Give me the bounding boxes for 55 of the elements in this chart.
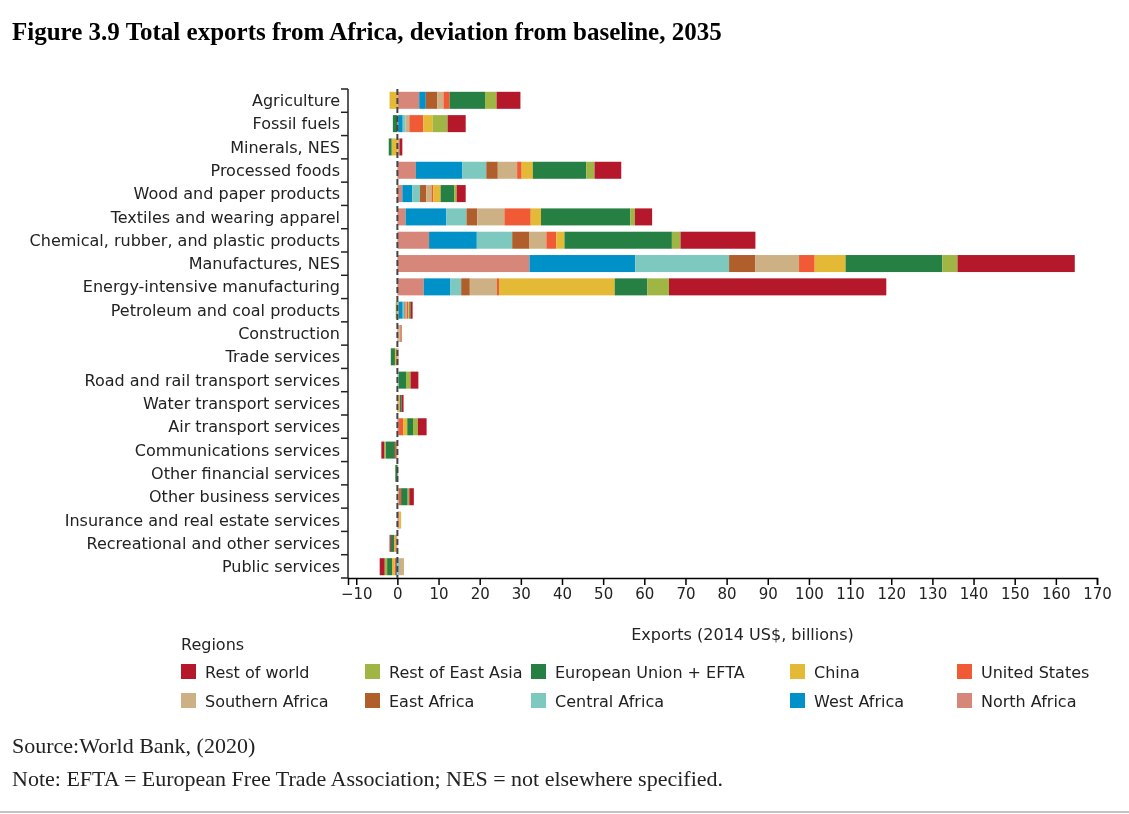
y-tick-label: Agriculture <box>252 90 340 110</box>
y-tick-label: Water transport services <box>142 394 340 414</box>
legend-label: Central Africa <box>555 691 664 711</box>
source-note: Source:World Bank, (2020) <box>12 733 256 758</box>
legend-label: Southern Africa <box>205 691 329 711</box>
x-tick-label: 30 <box>511 584 531 603</box>
y-tick-label: Trade services <box>224 347 340 367</box>
x-tick-label: 120 <box>877 584 907 603</box>
x-tick-label: 160 <box>1042 584 1071 603</box>
y-tick-label: Processed foods <box>210 160 340 180</box>
legend-label: East Africa <box>389 691 475 711</box>
legend-title: Regions <box>181 634 245 654</box>
y-tick-label: Energy-intensive manufacturing <box>82 277 340 297</box>
legend-label: China <box>814 662 860 682</box>
y-tick-label: Wood and paper products <box>133 184 340 204</box>
y-tick-label: Construction <box>238 324 340 344</box>
y-tick-label: Petroleum and coal products <box>110 300 340 320</box>
legend-label: North Africa <box>981 691 1077 711</box>
x-tick-label: 80 <box>717 584 737 603</box>
x-tick-label: −10 <box>340 584 373 603</box>
y-tick-label: Fossil fuels <box>252 114 340 134</box>
y-tick-label: Manufactures, NES <box>188 254 340 274</box>
x-axis-title: Exports (2014 US$, billions) <box>631 625 854 644</box>
legend-label: Rest of world <box>205 662 310 682</box>
x-tick-label: 50 <box>594 584 614 603</box>
x-tick-label: 130 <box>918 584 948 603</box>
x-tick-label: 170 <box>1083 584 1112 603</box>
x-tick-label: 150 <box>1000 584 1030 603</box>
legend-label: Rest of East Asia <box>389 662 523 682</box>
x-tick-label: 100 <box>795 584 824 603</box>
chart-title: Figure 3.9 Total exports from Africa, deviation from baseline, 2035 <box>12 18 722 45</box>
x-tick-label: 110 <box>836 584 865 603</box>
y-tick-label: Chemical, rubber, and plastic products <box>29 230 340 250</box>
x-tick-label: 40 <box>552 584 573 603</box>
x-tick-label: 20 <box>470 584 490 603</box>
text: Note: EFTA = European Free Trade Association; NES = not elsewhere specified. <box>12 766 724 791</box>
legend-label: European Union + EFTA <box>555 662 745 682</box>
y-tick-label: Air transport services <box>168 417 340 437</box>
legend-label: United States <box>981 662 1090 682</box>
legend-label: West Africa <box>814 691 905 711</box>
y-tick-label: Road and rail transport services <box>84 370 340 390</box>
x-tick-label: 70 <box>676 584 696 603</box>
y-tick-label: Other business services <box>149 487 340 507</box>
y-tick-label: Recreational and other services <box>86 533 340 553</box>
y-tick-label: Minerals, NES <box>230 137 340 157</box>
x-tick-label: 10 <box>429 584 449 603</box>
x-tick-label: 60 <box>635 584 655 603</box>
y-tick-label: Public services <box>221 557 340 577</box>
y-tick-label: Textiles and wearing apparel <box>109 207 340 227</box>
x-tick-label: 0 <box>393 584 403 603</box>
y-tick-label: Other financial services <box>151 464 340 484</box>
y-tick-label: Communications services <box>134 440 340 460</box>
y-tick-label: Insurance and real estate services <box>64 510 340 530</box>
x-tick-label: 140 <box>959 584 989 603</box>
x-tick-label: 90 <box>758 584 778 603</box>
